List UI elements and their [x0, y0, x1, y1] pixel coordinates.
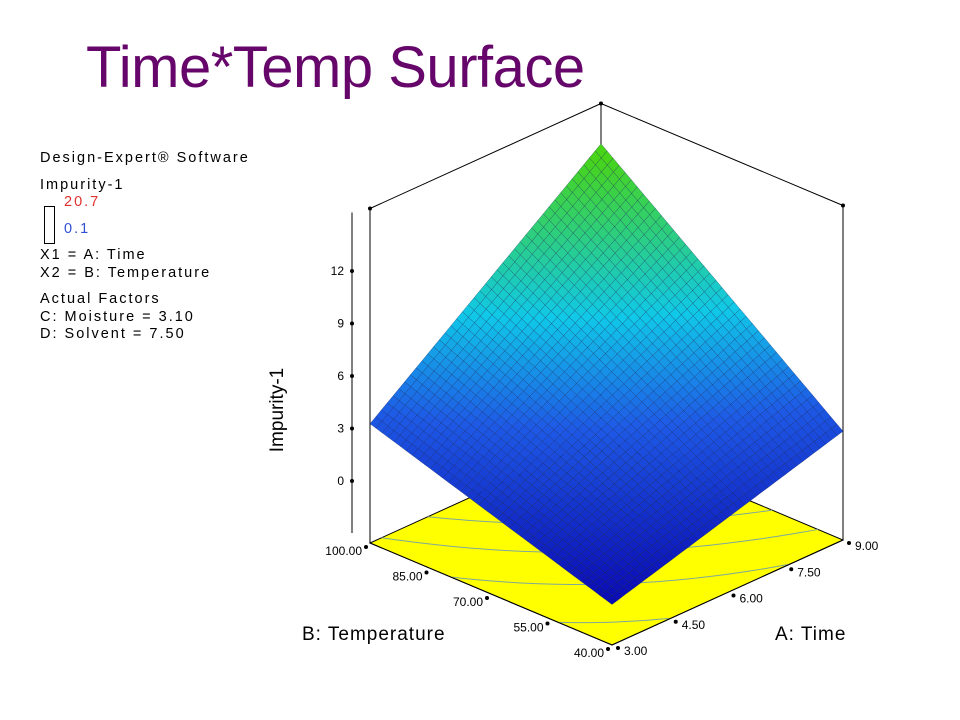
z-tick-dot-1	[350, 426, 354, 431]
z-tick-dot-4	[350, 269, 354, 273]
response-name: Impurity-1	[40, 176, 125, 193]
y-tick-label-1: 55.00	[513, 621, 543, 635]
z-tick-label-0: 0	[337, 474, 344, 488]
x-tick-dot-3	[789, 567, 794, 572]
range-high-label: 20.7	[64, 194, 101, 210]
factor-x1: X1 = A: Time	[40, 247, 147, 263]
factor-c: C: Moisture = 3.10	[40, 308, 195, 325]
z-tick-label-3: 9	[337, 317, 344, 331]
z-tick-dot-3	[350, 321, 354, 326]
factor-x2: X2 = B: Temperature	[40, 264, 212, 281]
box-edge-3	[369, 103, 602, 209]
x-tick-label-3: 7.50	[797, 565, 821, 579]
y-tick-label-2: 70.00	[453, 595, 483, 609]
x-tick-label-2: 6.00	[740, 592, 764, 606]
actual-factors-header: Actual Factors	[40, 291, 161, 307]
factor-d: D: Solvent = 7.50	[40, 326, 186, 342]
y-tick-dot-4	[364, 545, 368, 549]
x-tick-label-4: 9.00	[855, 539, 879, 553]
z-tick-label-1: 3	[337, 422, 344, 436]
y-tick-dot-2	[485, 596, 489, 600]
x-tick-label-0: 3.00	[624, 644, 648, 658]
legend-panel: Design-Expert® Software Impurity-1 20.7 …	[40, 150, 250, 344]
z-tick-dot-0	[350, 479, 354, 483]
software-label: Design-Expert® Software	[40, 150, 250, 166]
box-front-edge-1	[611, 539, 844, 646]
x-tick-dot-2	[731, 593, 736, 598]
z-tick-dot-2	[350, 374, 354, 378]
x-tick-dot-1	[673, 619, 678, 624]
y-tick-label-0: 40.00	[574, 646, 604, 660]
z-tick-label-2: 6	[337, 369, 344, 383]
box-edge-4	[600, 103, 844, 206]
z-axis-label: Impurity-1	[267, 368, 288, 452]
contour-line-1	[450, 563, 789, 586]
contour-line-0	[558, 617, 669, 624]
x-tick-dot-4	[847, 541, 851, 545]
axes-group: 0 3 6 9 12 Impurity-1 3.00 4.50 6.00 7.50 9.00 A: T…	[267, 212, 879, 660]
box-corner-dot-1	[599, 101, 603, 106]
x-tick-dot-0	[616, 646, 620, 650]
y-tick-label-3: 85.00	[392, 570, 422, 584]
response-surface	[369, 143, 844, 605]
z-tick-label-4: 12	[331, 264, 345, 278]
box-corner-dot-2	[841, 203, 845, 208]
x-tick-label-1: 4.50	[682, 618, 706, 632]
y-axis-label: B: Temperature	[302, 624, 446, 645]
range-low-label: 0.1	[64, 220, 91, 237]
box-front-edge-0	[369, 542, 613, 646]
y-tick-dot-3	[424, 570, 429, 575]
x-axis-label: A: Time	[775, 624, 846, 645]
surface-cell	[605, 595, 619, 605]
y-tick-dot-1	[545, 621, 550, 626]
y-tick-label-4: 100.00	[325, 544, 362, 558]
y-tick-dot-0	[606, 647, 610, 651]
box-corner-dot-0	[368, 206, 372, 211]
slide-title: Time*Temp Surface	[86, 35, 585, 100]
box-front-edges	[369, 539, 844, 646]
range-bar	[44, 206, 55, 244]
